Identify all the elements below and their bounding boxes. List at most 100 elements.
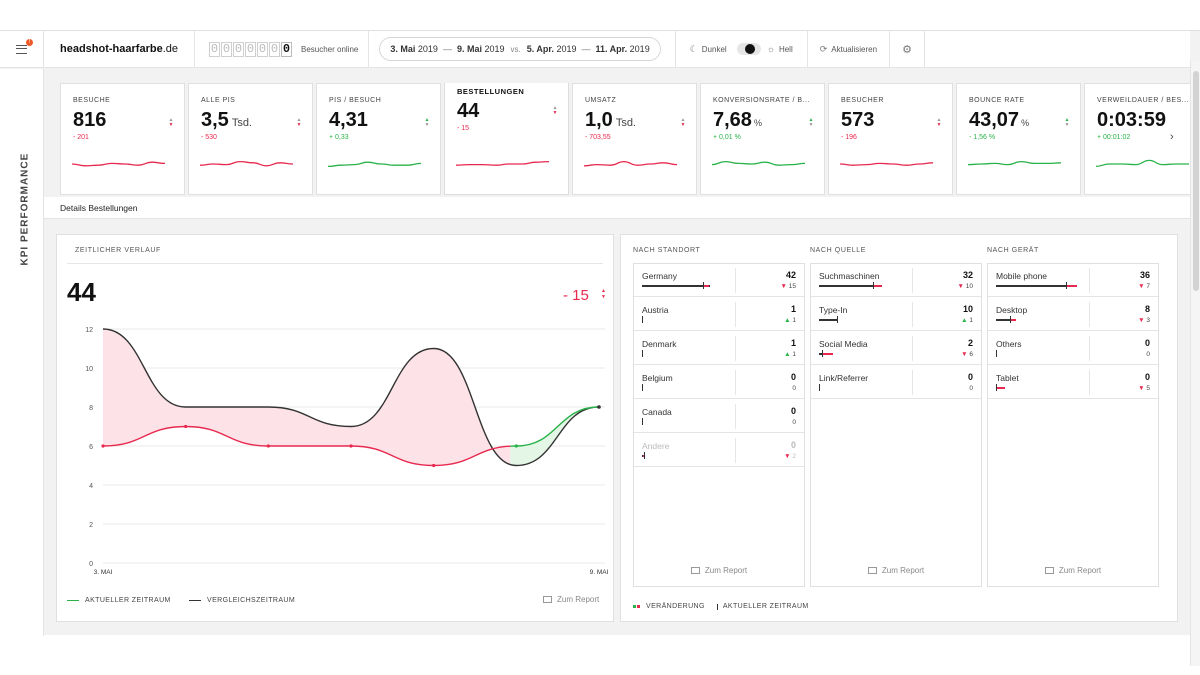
kpi-unit: Tsd. (231, 117, 252, 129)
gear-icon: ⚙ (902, 43, 912, 56)
kpi-label: BESUCHE (73, 97, 111, 104)
kpi-card[interactable]: BESUCHE 816 - 201 ▲ ▼ (60, 83, 185, 195)
date-range-picker[interactable]: 3. Mai 2019 — 9. Mai 2019 vs. 5. Apr. 20… (379, 37, 661, 61)
column-box: Mobile phone 36 ▼ 7 Desktop 8 ▼ 3 Others 0 0 Tabl… (987, 263, 1159, 587)
timeline-report-link[interactable]: Zum Report (543, 595, 599, 604)
kpi-value-number: 816 (73, 109, 107, 131)
side-panel: KPI PERFORMANCE (0, 69, 44, 636)
column-box: Germany 42 ▼ 15 Austria 1 ▲ 1 Denmark 1 ▲ 1 Belgi… (633, 263, 805, 587)
menu-button[interactable]: ! (0, 30, 44, 68)
kpi-sparkline (711, 160, 806, 166)
down-arrow-icon: ▼ (784, 453, 791, 460)
sparkline-path (839, 162, 934, 166)
breakdown-row[interactable]: Mobile phone 36 ▼ 7 (988, 264, 1158, 297)
kpi-delta: + 00:01:02 (1097, 134, 1131, 141)
row-value: 8 (1144, 304, 1150, 314)
settings-button[interactable]: ⚙ (890, 30, 925, 68)
kpi-card[interactable]: BOUNCE RATE 43,07% - 1,56 % ▲ ▼ (956, 83, 1081, 195)
data-point[interactable] (432, 463, 436, 468)
sparkline-path (71, 161, 166, 167)
kpi-value-number: 7,68 (713, 109, 752, 131)
row-name: Social Media (819, 339, 868, 349)
kpi-card[interactable]: PIS / BESUCH 4,31 + 0,33 ▲ ▼ (316, 83, 441, 195)
breakdown-row[interactable]: Andere 0 ▼ 2 (634, 434, 804, 467)
date-from-year: 2019 (417, 44, 438, 54)
kpi-card[interactable]: ALLE PIS 3,5 Tsd. - 530 ▲ ▼ (188, 83, 313, 195)
legend-compare: VERGLEICHSZEITRAUM (189, 597, 295, 604)
kpi-delta: - 530 (201, 134, 217, 141)
column-title: NACH STANDORT (633, 247, 701, 254)
row-delta: ▼ 3 (1138, 317, 1150, 324)
kpi-card[interactable]: BESTELLUNGEN 44 - 15 ▲ ▼ (444, 83, 569, 195)
breakdown-row[interactable]: Canada 0 0 (634, 400, 804, 433)
row-divider (735, 336, 736, 361)
kpi-label: UMSATZ (585, 97, 617, 104)
row-divider (1089, 370, 1090, 395)
change-bar (873, 285, 882, 287)
breakdown-row[interactable]: Germany 42 ▼ 15 (634, 264, 804, 297)
breakdown-row[interactable]: Suchmaschinen 32 ▼ 10 (811, 264, 981, 297)
kpi-sparkline (327, 161, 422, 168)
column-report-link[interactable]: Zum Report (988, 566, 1158, 575)
row-delta-value: 0 (969, 385, 973, 392)
breakdown-row[interactable]: Desktop 8 ▼ 3 (988, 298, 1158, 331)
kpi-label: PIS / BESUCH (329, 97, 382, 104)
kpi-card[interactable]: KONVERSIONSRATE / B... 7,68% + 0,01 % ▲ ▼ (700, 83, 825, 195)
row-delta-value: 0 (792, 385, 796, 392)
kpi-performance-label: KPI PERFORMANCE (19, 152, 31, 266)
moon-icon: ☾ (689, 43, 698, 54)
kpi-card[interactable]: BESUCHER 573 - 196 ▲ ▼ (828, 83, 953, 195)
page-scrollbar[interactable] (1190, 61, 1200, 666)
y-tick-label: 2 (89, 522, 93, 529)
row-name: Canada (642, 407, 672, 417)
row-divider (735, 302, 736, 327)
kpi-unit: Tsd. (615, 117, 636, 129)
side-label-wrap: KPI PERFORMANCE (2, 139, 42, 269)
breakdown-row[interactable]: Type-In 10 ▲ 1 (811, 298, 981, 331)
column-title: NACH GERÄT (987, 247, 1039, 254)
kpi-card[interactable]: UMSATZ 1,0 Tsd. - 703,55 ▲ ▼ (572, 83, 697, 195)
change-bar (997, 387, 1005, 389)
breakdown-row[interactable]: Link/Referrer 0 0 (811, 366, 981, 399)
change-bar (1066, 285, 1077, 287)
theme-toggle[interactable] (736, 43, 761, 55)
report-icon (543, 596, 552, 603)
column-report-link[interactable]: Zum Report (811, 566, 981, 575)
range-dash: — (581, 44, 591, 54)
site-name[interactable]: headshot-haarfarbe.de (44, 30, 195, 68)
down-arrow-icon: ▼ (957, 283, 964, 290)
date-to-year: 2019 (484, 44, 505, 54)
chevron-right-icon[interactable]: › (1170, 131, 1174, 143)
column-report-link[interactable]: Zum Report (634, 566, 804, 575)
row-name: Belgium (642, 373, 673, 383)
scrollbar-thumb[interactable] (1193, 71, 1199, 291)
kpi-value: 4,31 (329, 109, 371, 132)
breakdown-row[interactable]: Austria 1 ▲ 1 (634, 298, 804, 331)
row-divider (1089, 302, 1090, 327)
kpi-card[interactable]: VERWEILDAUER / BES...0:03:59+ 00:01:02▲▼ (1084, 83, 1190, 195)
breakdown-row[interactable]: Others 0 0 (988, 332, 1158, 365)
row-value: 32 (962, 270, 973, 280)
breakdown-row[interactable]: Denmark 1 ▲ 1 (634, 332, 804, 365)
compare-from: 5. Apr. (526, 44, 554, 54)
data-point[interactable] (597, 405, 601, 409)
refresh-button[interactable]: ⟳ Aktualisieren (806, 30, 891, 68)
data-point[interactable] (101, 444, 105, 448)
details-title[interactable]: Details Bestellungen (60, 203, 138, 213)
change-swatch-green (633, 605, 636, 608)
date-from: 3. Mai (390, 44, 416, 54)
kpi-delta: + 0,01 % (713, 134, 741, 141)
data-point[interactable] (184, 424, 188, 429)
top-bar: ! headshot-haarfarbe.de 0 0 0 0 0 0 0 Be… (0, 30, 1190, 68)
data-point[interactable] (514, 444, 518, 448)
compare-from-year: 2019 (556, 44, 577, 54)
breakdown-panel: VERÄNDERUNG AKTUELLER ZEITRAUM NACH STAN… (620, 234, 1178, 622)
data-point[interactable] (349, 444, 353, 448)
breakdown-row[interactable]: Tablet 0 ▼ 5 (988, 366, 1158, 399)
data-point[interactable] (266, 444, 270, 448)
down-arrow-icon: ▼ (1138, 385, 1145, 392)
down-arrow-icon: ▼ (961, 351, 968, 358)
breakdown-row[interactable]: Belgium 0 0 (634, 366, 804, 399)
breakdown-row[interactable]: Social Media 2 ▼ 6 (811, 332, 981, 365)
row-delta-value: 0 (1146, 351, 1150, 358)
